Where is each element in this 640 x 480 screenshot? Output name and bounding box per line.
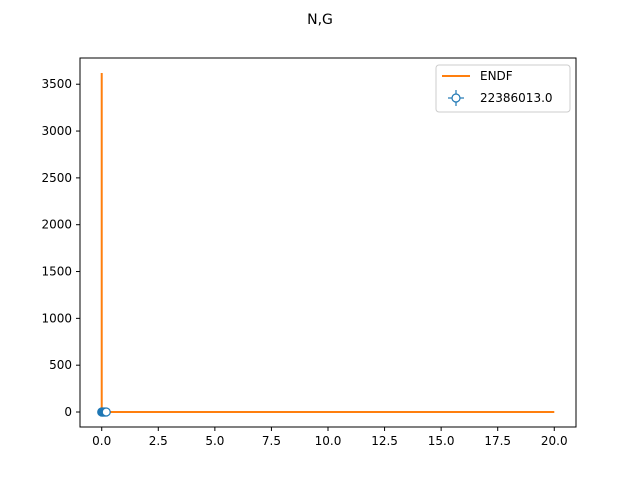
x-tick-label: 2.5 [149, 434, 168, 448]
data-point [101, 407, 111, 417]
y-tick-label: 1000 [41, 311, 72, 325]
legend-marker-swatch [451, 93, 461, 103]
x-tick-label: 17.5 [484, 434, 511, 448]
y-tick-label: 500 [49, 358, 72, 372]
legend: ENDF 22386013.0 [435, 64, 571, 113]
y-tick-label: 3500 [41, 77, 72, 91]
plot-area [97, 72, 555, 417]
y-tick-label: 0 [64, 405, 72, 419]
y-tick-label: 1500 [41, 265, 72, 279]
y-tick-label: 2500 [41, 171, 72, 185]
x-tick-label: 5.0 [205, 434, 224, 448]
x-tick-label: 0.0 [92, 434, 111, 448]
axes: 0.0 2.5 5.0 7.5 10.0 12.5 15.0 17.5 20.0 0 500 1000… [41, 57, 577, 448]
y-tick-label: 2000 [41, 218, 72, 232]
y-tick-label: 3000 [41, 124, 72, 138]
x-tick-label: 7.5 [262, 434, 281, 448]
x-tick-label: 20.0 [541, 434, 568, 448]
x-tick-label: 10.0 [315, 434, 342, 448]
x-tick-label: 12.5 [371, 434, 398, 448]
chart-title: N,G [307, 12, 333, 28]
legend-label: 22386013.0 [480, 91, 553, 105]
legend-label: ENDF [480, 69, 513, 83]
x-tick-label: 15.0 [428, 434, 455, 448]
